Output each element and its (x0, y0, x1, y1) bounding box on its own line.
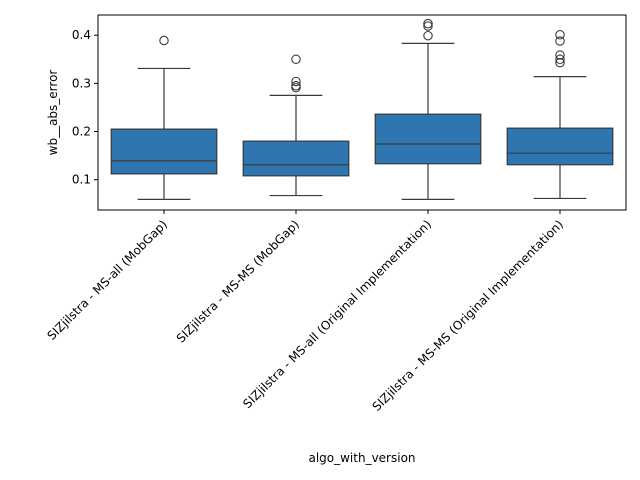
y-axis-label: wb__abs_error (46, 70, 60, 156)
y-tick-label: 0.3 (72, 76, 91, 90)
y-tick-label: 0.2 (72, 125, 91, 139)
box (374, 113, 482, 165)
box-group (242, 54, 350, 197)
box (110, 128, 218, 175)
x-tick-label: SIZjilstra - MS-all (MobGap) (44, 217, 170, 343)
x-axis: SIZjilstra - MS-all (MobGap) SIZjilstra -… (44, 210, 566, 414)
x-tick-label: SIZjilstra - MS-MS (MobGap) (174, 217, 302, 345)
outlier-point (291, 76, 301, 87)
box-group (506, 29, 614, 200)
plot-marks (110, 18, 614, 201)
outlier-point (555, 50, 565, 60)
box-group (374, 18, 482, 201)
outlier-point (555, 36, 565, 46)
outlier-point (423, 18, 433, 29)
box-group (110, 35, 218, 201)
outlier-point (291, 54, 301, 65)
plot-frame (97, 14, 627, 211)
y-tick-label: 0.4 (72, 28, 91, 42)
box (242, 140, 350, 177)
outlier-point (555, 54, 565, 65)
outlier-point (291, 81, 301, 91)
outlier-point (159, 35, 169, 46)
box (506, 127, 614, 166)
x-axis-label: algo_with_version (308, 451, 415, 465)
y-axis: 0.1 0.2 0.3 0.4 (72, 28, 98, 187)
outlier-point (555, 57, 565, 68)
outlier-point (555, 29, 565, 40)
outlier-point (423, 21, 433, 31)
y-tick-label: 0.1 (72, 173, 91, 187)
outlier-point (423, 30, 433, 41)
